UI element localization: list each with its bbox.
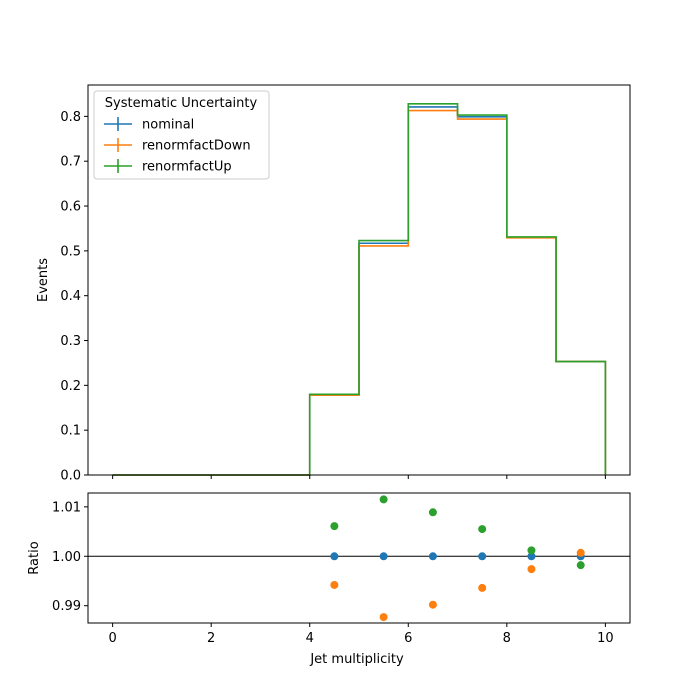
legend-entries: nominal renormfactDown renormfactUp: [104, 117, 251, 175]
ratio-point-renormfactDown: [330, 580, 339, 589]
top-y-tick-label: 0.7: [60, 155, 81, 170]
ratio-point-renormfactUp: [527, 546, 536, 555]
top-y-tick-label: 0.3: [60, 334, 81, 349]
ratio-y-tick-label: 0.99: [52, 599, 81, 614]
top-x-ticks: [112, 475, 606, 479]
ratio-point-renormfactDown: [527, 565, 536, 574]
x-tick-label: 10: [597, 631, 614, 646]
ratio-y-ticks: 0.99 1.00 1.01: [52, 500, 88, 614]
x-tick-label: 2: [207, 631, 215, 646]
ratio-point-renormfactUp: [478, 525, 487, 534]
top-panel: 0.0 0.1 0.2 0.3 0.4 0.5 0.6 0.7 0.8 Events Syste…: [36, 84, 631, 484]
x-tick-label: 8: [503, 631, 511, 646]
ratio-series-group: [330, 495, 585, 622]
top-y-tick-label: 0.4: [60, 289, 81, 304]
top-y-ticks: 0.0 0.1 0.2 0.3 0.4 0.5 0.6 0.7 0.8: [60, 110, 88, 484]
ratio-axes-frame: [87, 492, 631, 624]
x-axis-label: Jet multiplicity: [309, 652, 404, 667]
ratio-panel: 0 2 4 6 8 10 0.99 1.00 1.01 Ratio Jet multiplic…: [27, 492, 631, 667]
ratio-point-nominal: [330, 552, 339, 561]
top-y-tick-label: 0.6: [60, 200, 81, 215]
ratio-y-axis-label: Ratio: [27, 541, 42, 574]
top-y-tick-label: 0.0: [60, 469, 81, 484]
ratio-point-renormfactDown: [478, 583, 487, 592]
ratio-point-nominal: [428, 552, 437, 561]
ratio-point-nominal: [478, 552, 487, 561]
top-y-tick-label: 0.5: [60, 244, 81, 259]
ratio-x-ticks: 0 2 4 6 8 10: [108, 623, 614, 646]
top-axes-frame: [87, 84, 631, 476]
legend-box: [93, 90, 270, 180]
ratio-point-nominal: [527, 552, 536, 561]
top-y-tick-label: 0.1: [60, 424, 81, 439]
top-y-axis-label: Events: [36, 258, 51, 302]
ratio-y-tick-label: 1.01: [52, 500, 81, 515]
legend: Systematic Uncertainty nominal renormfact…: [93, 90, 270, 180]
ratio-point-renormfactDown: [379, 613, 388, 622]
ratio-point-renormfactUp: [576, 561, 585, 570]
top-y-tick-label: 0.2: [60, 379, 81, 394]
x-tick-label: 0: [108, 631, 116, 646]
x-tick-label: 4: [306, 631, 314, 646]
ratio-point-renormfactDown: [576, 548, 585, 557]
legend-label-renormfactUp: renormfactUp: [142, 160, 232, 175]
ratio-point-renormfactUp: [330, 522, 339, 531]
legend-label-nominal: nominal: [142, 118, 194, 133]
legend-label-renormfactDown: renormfactDown: [142, 139, 251, 154]
ratio-point-renormfactUp: [428, 508, 437, 517]
top-y-tick-label: 0.8: [60, 110, 81, 125]
legend-title: Systematic Uncertainty: [105, 96, 258, 111]
x-tick-label: 6: [404, 631, 412, 646]
ratio-y-tick-label: 1.00: [52, 550, 81, 565]
ratio-point-renormfactUp: [379, 495, 388, 504]
ratio-point-nominal: [379, 552, 388, 561]
ratio-point-renormfactDown: [428, 600, 437, 609]
